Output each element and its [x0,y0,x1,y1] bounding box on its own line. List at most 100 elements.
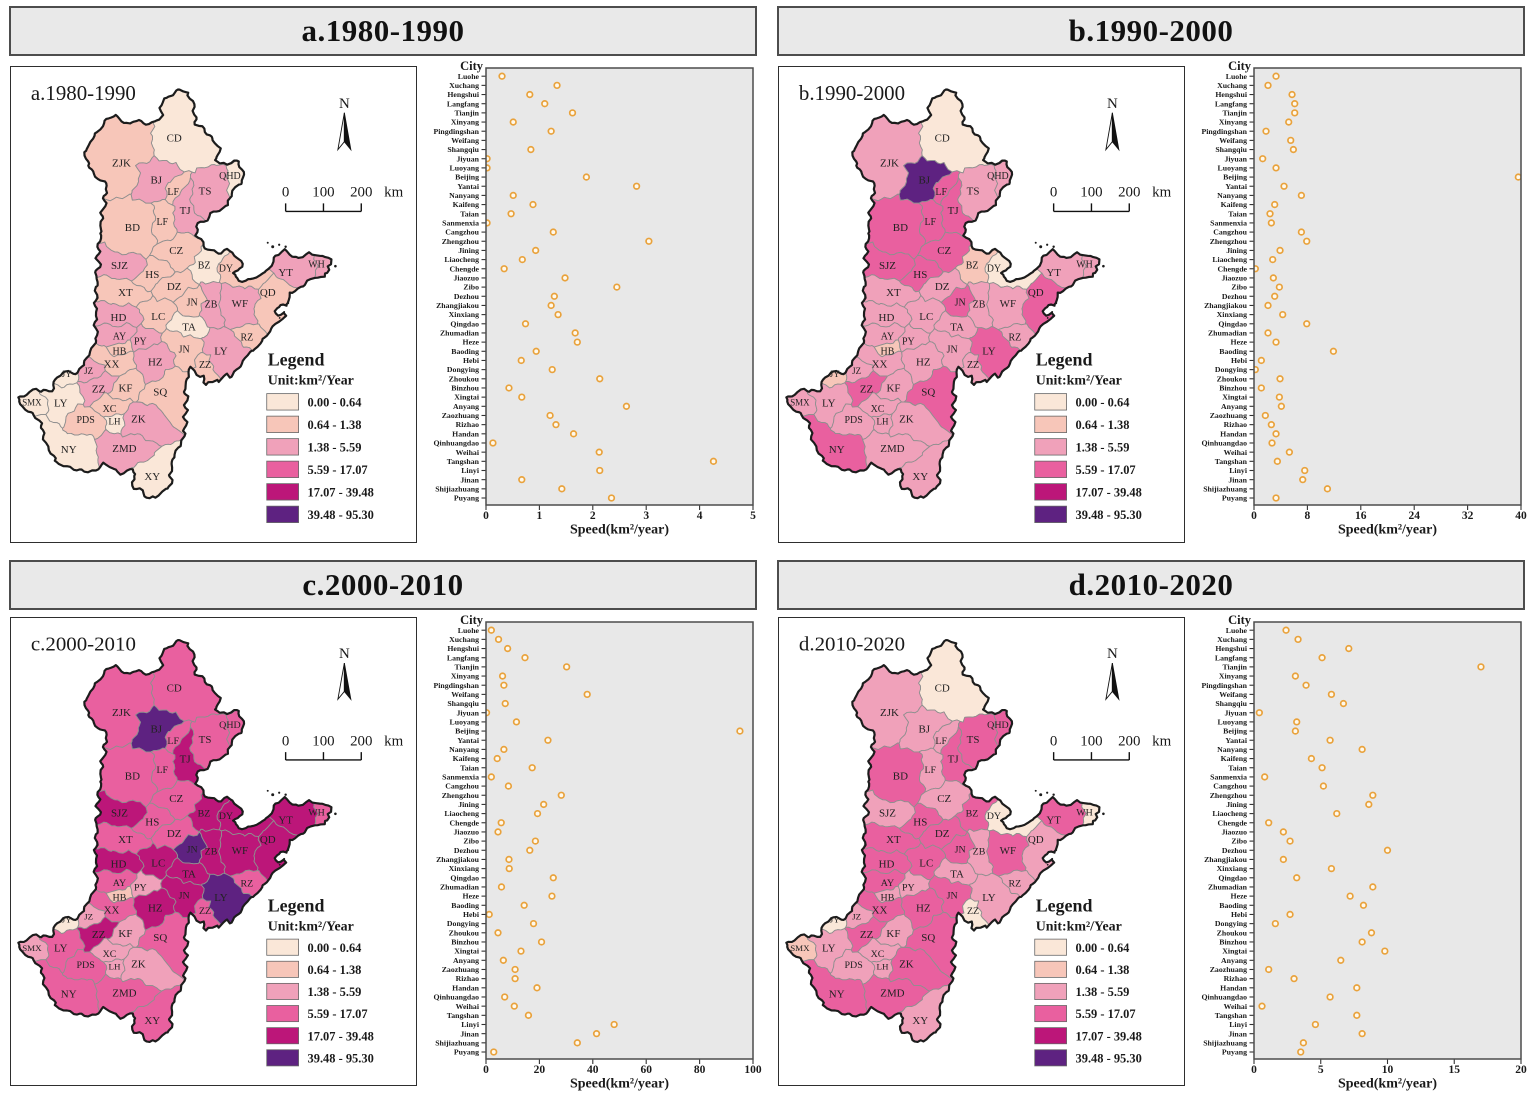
legend-swatch-2-a [266,438,299,456]
map-label-cangzhou-d: CZ [937,793,951,805]
scatter-svg-c: CityLuoheXuchangHengshuiLangfangTianjinX… [433,613,762,1092]
legend-title-d: Legend [1036,896,1093,916]
scatter-city-label-d-20: Liaocheng [1212,809,1247,818]
scatter-city-label-a-31: Hebi [463,356,480,365]
scatter-point-a-jinan [518,476,526,484]
scatter-point-d-nanyang [1358,745,1366,754]
scatter-city-label-a-36: Anyang [453,402,479,411]
map-island-a-7 [278,317,281,319]
scatter-point-c-taian [528,764,536,772]
scatter-point-d-jiaozuo [1279,828,1288,836]
scalebar-line-b [1052,203,1130,213]
scatter-city-label-a-28: Zhumadian [440,329,480,338]
legend-label-5-a: 39.48 - 95.30 [308,508,374,522]
map-label-heze-a: HZ [148,357,163,369]
map-island-d-5 [1034,789,1037,792]
scatter-point-d-xuchang [1294,635,1302,644]
legend-label-2-d: 1.38 - 5.59 [1076,985,1130,999]
map-label-hebi-d: HB [881,893,895,904]
map-outline-c [17,639,333,1043]
scatter-point-d-xingtai [1381,947,1389,955]
scatter-city-label-b-27: Qingdao [1218,319,1247,328]
scatter-city-label-d-35: Xingtai [1222,947,1248,956]
map-island-b-1 [1046,243,1049,246]
legend-swatch-4-b [1034,483,1067,501]
map-label-jinan-c: JN [187,845,198,856]
scalebar-200-b: 200 [1118,184,1140,200]
scatter-point-a-zhengzhou [645,237,653,245]
map-label-baoding-a: BD [125,222,140,234]
scalebar-100-a: 100 [312,184,334,200]
scatter-xtick-label-b-4: 32 [1462,510,1474,522]
map-label-zibo-a: ZB [205,299,218,310]
map-label-jining-d: JN [947,891,958,902]
map-label-anyang-c: AY [113,878,126,889]
map-island-d-4 [1055,848,1058,852]
scalebar-0-d: 0 [1050,733,1057,749]
scatter-city-label-b-36: Anyang [1221,402,1247,411]
scatter-city-label-d-40: Qinhuangdao [1201,993,1247,1002]
map-label-weifang-a: WF [232,298,248,310]
legend-swatch-4-d [1034,1027,1067,1045]
scatter-city-label-d-29: Heze [1231,892,1248,901]
map-label-kaifeng-d: KF [886,928,900,940]
map-label-qinhuangdao-a: QHD [219,171,241,182]
legend-label-1-b: 0.64 - 1.38 [1076,418,1130,432]
scatter-svg-b: CityLuoheXuchangHengshuiLangfangTianjinX… [1201,59,1527,538]
scatter-point-b-yantai [1280,182,1288,190]
scalebar-200-d: 200 [1118,733,1140,749]
scatter-point-b-shijiazhuang [1323,485,1332,493]
legend-swatch-3-a [266,460,299,478]
scatter-point-b-luoyang [1272,164,1280,172]
north-arrow-left-c [337,662,345,701]
scatter-city-label-b-44: Jinan [1228,475,1247,484]
scatter-y-title-a: City [460,59,484,73]
north-arrow-n-b: N [1107,96,1118,112]
scatter-point-d-yantai [1326,736,1334,744]
scatter-city-label-c-1: Xuchang [449,635,479,644]
scatter-point-b-weihai [1285,448,1294,456]
scatter-point-b-zhengzhou [1303,237,1311,245]
map-label-liaocheng-b: LC [919,311,933,323]
map-label-beijing-c: BJ [151,723,163,735]
map-island-a-4 [287,301,290,305]
scatter-point-b-tangshan [1273,457,1282,465]
map-label-pingdingshan-d: PDS [845,960,863,971]
scalebar-0-a: 0 [282,184,289,200]
scatter-city-label-a-24: Dezhou [454,292,480,301]
scatter-point-c-xuchang [494,635,503,644]
map-label-tangshan-d: TS [967,734,980,746]
map-regions-a [17,89,332,499]
scatter-xtick-label-c-5: 100 [744,1064,762,1076]
scatter-point-c-xinyang [498,672,507,680]
map-label-zaozhuang-c: ZZ [199,906,211,917]
scatter-city-label-b-45: Shijiazhuang [1203,484,1247,493]
scatter-points-c [486,626,744,1056]
map-panel-label-b: b.1990-2000 [799,81,905,105]
scatter-point-c-pingdingshan [500,681,508,689]
scalebar-100-b: 100 [1080,184,1102,200]
map-label-xuchang-b: XC [871,404,885,415]
map-label-handan-c: HD [111,859,127,871]
map-label-jiyuan-a: JY [62,369,72,379]
map-island-d-1 [1046,791,1049,794]
legend-label-4-b: 17.07 - 39.48 [1076,486,1142,500]
scatter-city-label-d-18: Zhengzhou [1210,791,1248,800]
scatter-point-d-weihai [1258,1002,1266,1010]
scatter-city-label-b-37: Zaozhuang [1210,411,1247,420]
panel-d-title: d.2010-2020 [1068,567,1234,602]
scatter-city-label-c-2: Hengshui [447,644,479,653]
scatter-point-b-puyang [1272,494,1280,502]
scatter-point-d-luoyang [1293,718,1301,726]
map-outline-a [17,88,333,500]
legend-swatch-4-c [266,1027,299,1045]
map-label-xinyang-b: XY [912,471,928,483]
scatter-point-d-baoding [1359,901,1368,909]
scatter-point-a-xinyang [509,118,517,126]
scatter-point-d-binzhou [1358,938,1366,946]
scatter-point-c-baoding [520,901,528,909]
scatter-city-label-b-35: Xingtai [1222,393,1248,402]
map-label-xinyang-c: XY [144,1015,160,1027]
map-label-jiyuan-d: JY [830,915,841,925]
